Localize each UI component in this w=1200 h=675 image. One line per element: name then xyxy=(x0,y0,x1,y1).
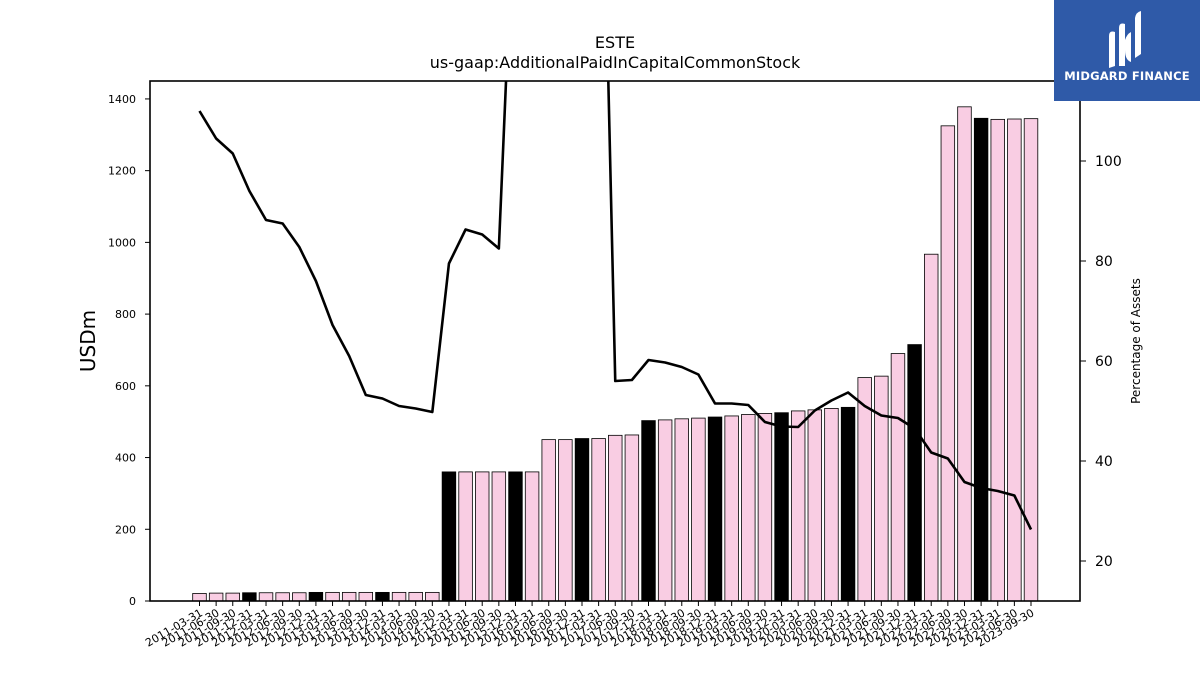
bar xyxy=(441,471,457,602)
bar xyxy=(840,406,856,602)
y2-tick-label: 40 xyxy=(1095,454,1113,470)
bar xyxy=(724,415,739,602)
bar xyxy=(275,592,290,602)
bar xyxy=(1007,118,1022,602)
bar xyxy=(341,591,357,602)
bar xyxy=(674,418,689,602)
bar xyxy=(924,253,939,602)
y2-tick-label: 100 xyxy=(1095,154,1122,170)
bar xyxy=(491,471,507,602)
bar xyxy=(608,434,623,602)
bar xyxy=(624,434,640,602)
y-axis-label: USDm xyxy=(76,310,100,372)
y2-tick-label: 80 xyxy=(1095,254,1113,270)
bar xyxy=(790,410,806,602)
bar xyxy=(208,592,224,602)
bar xyxy=(408,591,423,602)
bar xyxy=(774,412,789,602)
bar xyxy=(425,591,440,602)
bar xyxy=(225,592,240,602)
bar xyxy=(574,438,590,602)
y-tick-label: 0 xyxy=(129,595,136,608)
chart-subtitle: us-gaap:AdditionalPaidInCapitalCommonSto… xyxy=(430,53,801,72)
bar xyxy=(857,377,872,602)
bar xyxy=(973,117,989,602)
bar xyxy=(292,592,307,602)
bar xyxy=(940,125,956,602)
bar xyxy=(707,416,723,602)
line-group xyxy=(198,81,1033,531)
bar xyxy=(757,413,773,602)
series-line xyxy=(198,81,1033,531)
bar xyxy=(874,375,889,602)
y-tick-label: 800 xyxy=(115,308,136,321)
bar xyxy=(508,471,523,602)
bar xyxy=(308,591,324,602)
bar xyxy=(391,591,407,602)
y-tick-label: 600 xyxy=(115,380,136,393)
bar xyxy=(242,592,257,602)
bar xyxy=(641,420,656,602)
bar xyxy=(957,106,972,602)
bar xyxy=(524,471,540,602)
bar xyxy=(824,408,839,602)
midgard-logo-icon xyxy=(1109,11,1141,68)
y-tick-label: 1200 xyxy=(108,165,136,178)
bar xyxy=(807,409,823,602)
chart-title: ESTE xyxy=(595,33,635,52)
bar xyxy=(907,344,922,602)
bar xyxy=(890,353,906,602)
bar xyxy=(258,592,274,602)
bar xyxy=(358,591,374,602)
y2-tick-label: 60 xyxy=(1095,354,1113,370)
bar xyxy=(691,417,706,602)
bar xyxy=(541,439,556,602)
midgard-finance-logo: MIDGARD FINANCE xyxy=(1054,0,1200,101)
y-tick-label: 400 xyxy=(115,452,136,465)
bar xyxy=(325,591,340,602)
bar xyxy=(591,438,606,602)
y2-axis-label: Percentage of Assets xyxy=(1129,278,1143,404)
y-tick-label: 1400 xyxy=(108,93,136,106)
y-tick-label: 200 xyxy=(115,523,136,536)
brand-name: MIDGARD FINANCE xyxy=(1064,69,1190,83)
bar xyxy=(558,439,573,602)
bar xyxy=(475,471,490,602)
y2-tick-label: 20 xyxy=(1095,554,1113,570)
bar xyxy=(990,118,1005,602)
y-tick-label: 1000 xyxy=(108,236,136,249)
bar xyxy=(741,414,756,602)
bar xyxy=(375,591,390,602)
bar xyxy=(657,419,673,602)
bar xyxy=(458,471,473,602)
bar xyxy=(192,593,207,602)
ticks-group: 0200400600800100012001400204060801002011… xyxy=(108,93,1122,650)
